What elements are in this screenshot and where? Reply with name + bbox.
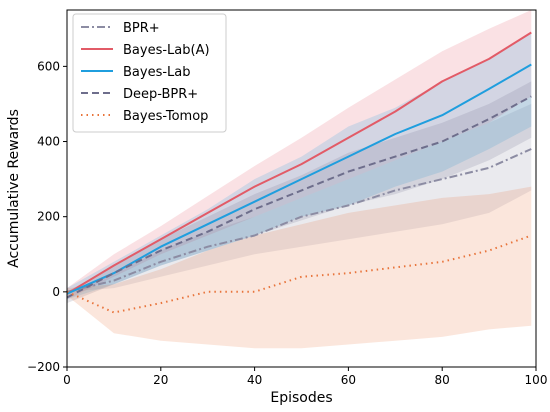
x-tick-label: 40 — [247, 373, 262, 387]
y-tick-label: −200 — [27, 360, 60, 374]
legend-box — [72, 13, 227, 133]
x-tick-label: 100 — [525, 373, 548, 387]
x-axis-label: Episodes — [270, 390, 332, 406]
legend-label-bayes-lab-a: Bayes-Lab(A) — [123, 43, 210, 58]
y-tick-label: 600 — [37, 59, 60, 73]
x-tick-label: 60 — [341, 373, 356, 387]
x-tick-label: 80 — [435, 373, 450, 387]
line-bayes-lab-a — [66, 31, 532, 295]
x-tick-label: 0 — [63, 373, 71, 387]
legend-label-bayes-tomop: Bayes-Tomop — [123, 109, 208, 124]
line-bayes-tomop — [66, 234, 532, 314]
legend-label-bpr: BPR+ — [123, 21, 160, 36]
y-tick-label: 200 — [37, 210, 60, 224]
band-bpr — [67, 103, 532, 292]
y-tick-label: 400 — [37, 135, 60, 149]
x-tick-label: 20 — [153, 373, 168, 387]
series-lines — [66, 31, 532, 314]
line-deep-bpr — [66, 95, 532, 299]
legend-label-bayes-lab: Bayes-Lab — [123, 65, 191, 80]
y-axis-ticks: −200 0 200 400 600 — [27, 59, 67, 374]
line-bpr — [66, 148, 532, 293]
legend-label-deep-bpr: Deep-BPR+ — [123, 87, 198, 102]
legend: BPR+ Bayes-Lab(A) Bayes-Lab Deep-BPR+ Bayes-… — [72, 13, 227, 133]
x-axis-ticks: 0 20 40 60 80 100 — [63, 367, 547, 387]
y-tick-label: 0 — [52, 285, 60, 299]
y-axis-label: Accumulative Rewards — [6, 109, 22, 268]
band-bayes-tomop — [67, 186, 532, 349]
line-bayes-lab — [66, 63, 532, 295]
plot-frame — [66, 9, 537, 368]
